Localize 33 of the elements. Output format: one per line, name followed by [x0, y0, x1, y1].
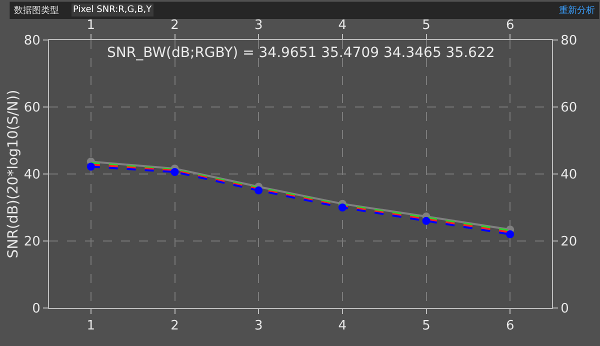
x-tick-label: 6 [506, 18, 514, 33]
x-tick-label: 3 [254, 18, 263, 33]
x-tick-label: 5 [422, 18, 430, 33]
y2-tick-label: 80 [560, 34, 578, 49]
x2-tick-label: 4 [338, 318, 347, 334]
y-tick-label: 20 [24, 234, 40, 250]
y2-tick-label: 20 [560, 234, 578, 250]
point [422, 216, 430, 225]
y-tick-label: 80 [24, 34, 40, 49]
x2-tick-label: 6 [506, 318, 514, 334]
point [506, 230, 514, 238]
x2-tick-label: 5 [422, 318, 430, 334]
point [254, 186, 263, 194]
x-tick-label: 4 [338, 18, 347, 33]
x-tick-label: 1 [86, 18, 96, 33]
y-tick-label: 0 [32, 302, 40, 317]
x2-tick-label: 3 [254, 318, 263, 334]
point [170, 168, 179, 176]
y-tick-label: 40 [24, 168, 40, 183]
point [338, 204, 346, 212]
y2-tick-label: 0 [560, 302, 569, 317]
text: Pixel SNR:R,G,B,Y [73, 5, 152, 15]
y-axis-title: SNR(dB)(20*log10(S/N)) [5, 90, 22, 258]
y-tick-label: 60 [24, 100, 40, 116]
text: 数据图类型 [14, 5, 59, 16]
point [86, 162, 95, 171]
text: 重新分析 [559, 5, 595, 16]
x-tick-label: 2 [170, 18, 179, 33]
chart-title: SNR_BW(dB;RGBY) = 34.9651 35.4709 34.3465 35.622 [107, 45, 495, 61]
y2-tick-label: 60 [560, 100, 578, 116]
y2-tick-label: 40 [560, 168, 578, 183]
x2-tick-label: 1 [86, 318, 96, 334]
x2-tick-label: 2 [170, 318, 179, 334]
